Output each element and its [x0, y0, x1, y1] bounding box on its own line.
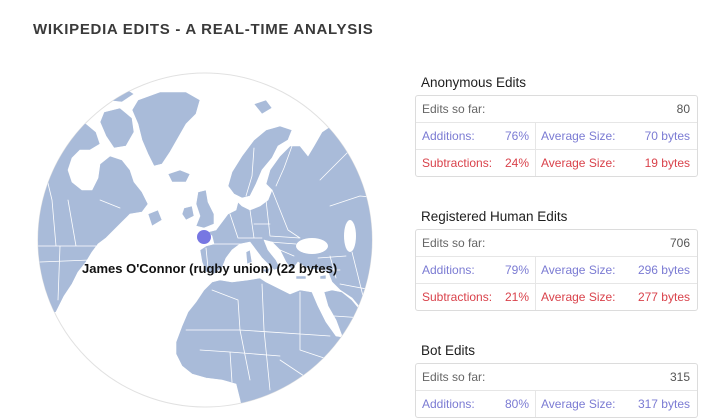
- land-newfoundland: [147, 209, 163, 227]
- subtractions-average-label: Average Size:: [541, 290, 616, 304]
- edits-so-far-row: Edits so far: 706: [416, 230, 697, 256]
- subtractions-average-cell: Average Size: 19 bytes: [536, 150, 697, 176]
- subtractions-average-size: 19 bytes: [644, 156, 690, 170]
- panel-heading: Bot Edits: [421, 343, 476, 358]
- subtractions-average-cell: Average Size: 277 bytes: [536, 284, 697, 310]
- edit-location-marker: [197, 230, 211, 244]
- additions-percent: 80%: [504, 397, 529, 411]
- additions-label: Additions:: [422, 263, 475, 277]
- additions-average-cell: Average Size: 296 bytes: [536, 257, 697, 283]
- borders-africa: [185, 283, 331, 391]
- edits-so-far-value: 80: [676, 102, 690, 116]
- globe-map: James O'Connor (rugby union) (22 bytes): [37, 72, 373, 408]
- additions-percent: 79%: [504, 263, 529, 277]
- edits-so-far-value: 706: [669, 236, 690, 250]
- land-scandinavia: [227, 125, 293, 199]
- subtractions-label: Subtractions:: [422, 156, 493, 170]
- land-sicily: [261, 267, 271, 275]
- land-crete: [295, 275, 307, 280]
- subtractions-average-label: Average Size:: [541, 156, 616, 170]
- additions-percent-cell: Additions: 80%: [416, 391, 536, 417]
- land-baffin-island: [99, 107, 135, 149]
- additions-percent-cell: Additions: 79%: [416, 257, 536, 283]
- additions-label: Additions:: [422, 129, 475, 143]
- latest-edit-label: James O'Connor (rugby union) (22 bytes): [82, 261, 337, 276]
- land-cyprus: [319, 274, 327, 280]
- edits-so-far-label: Edits so far:: [422, 236, 486, 250]
- edits-so-far-row: Edits so far: 315: [416, 364, 697, 390]
- additions-percent: 76%: [504, 129, 529, 143]
- subtractions-average-size: 277 bytes: [637, 290, 690, 304]
- caspian-sea: [344, 220, 356, 252]
- subtractions-label: Subtractions:: [422, 290, 493, 304]
- additions-average-size: 296 bytes: [637, 263, 690, 277]
- country-borders: [38, 139, 372, 391]
- land-eurasia: [199, 99, 372, 331]
- edits-so-far-label: Edits so far:: [422, 102, 486, 116]
- edits-so-far-value: 315: [669, 370, 690, 384]
- land-novaya-zemlya: [329, 95, 345, 117]
- land-iceland: [167, 169, 191, 183]
- additions-average-cell: Average Size: 70 bytes: [536, 123, 697, 149]
- page-title: WIKIPEDIA EDITS - A REAL-TIME ANALYSIS: [33, 21, 374, 38]
- panel-anonymous-edits: Anonymous Edits Edits so far: 80 Additio…: [415, 74, 698, 177]
- land-corsica-sardinia: [245, 249, 253, 265]
- edits-so-far-label: Edits so far:: [422, 370, 486, 384]
- additions-average-label: Average Size:: [541, 129, 616, 143]
- subtractions-row: Subtractions: 24% Average Size: 19 bytes: [416, 149, 697, 176]
- subtractions-percent: 24%: [504, 156, 529, 170]
- panel-heading: Registered Human Edits: [421, 209, 568, 224]
- additions-average-label: Average Size:: [541, 263, 616, 277]
- additions-average-size: 317 bytes: [637, 397, 690, 411]
- additions-average-label: Average Size:: [541, 397, 616, 411]
- stats-table: Edits so far: 315 Additions: 80% Average…: [415, 363, 698, 418]
- subtractions-percent: 21%: [504, 290, 529, 304]
- panel-registered-human-edits: Registered Human Edits Edits so far: 706…: [415, 208, 698, 311]
- black-sea: [296, 238, 328, 254]
- land-greenland: [131, 91, 201, 167]
- additions-average-cell: Average Size: 317 bytes: [536, 391, 697, 417]
- stats-table: Edits so far: 80 Additions: 76% Average …: [415, 95, 698, 177]
- land-ireland: [181, 205, 195, 221]
- edits-so-far-row: Edits so far: 80: [416, 96, 697, 122]
- land-great-britain: [195, 189, 215, 229]
- additions-row: Additions: 80% Average Size: 317 bytes: [416, 390, 697, 417]
- stats-table: Edits so far: 706 Additions: 79% Average…: [415, 229, 698, 311]
- additions-average-size: 70 bytes: [644, 129, 690, 143]
- panel-bot-edits: Bot Edits Edits so far: 315 Additions: 8…: [415, 342, 698, 418]
- borders-north-america: [38, 149, 121, 301]
- additions-label: Additions:: [422, 397, 475, 411]
- additions-row: Additions: 79% Average Size: 296 bytes: [416, 256, 697, 283]
- panel-heading: Anonymous Edits: [421, 75, 527, 90]
- land-svalbard: [253, 99, 273, 115]
- borders-europe: [205, 145, 301, 269]
- subtractions-row: Subtractions: 21% Average Size: 277 byte…: [416, 283, 697, 310]
- subtractions-percent-cell: Subtractions: 24%: [416, 150, 536, 176]
- subtractions-percent-cell: Subtractions: 21%: [416, 284, 536, 310]
- land-arctic-island: [61, 93, 101, 111]
- additions-percent-cell: Additions: 76%: [416, 123, 536, 149]
- additions-row: Additions: 76% Average Size: 70 bytes: [416, 122, 697, 149]
